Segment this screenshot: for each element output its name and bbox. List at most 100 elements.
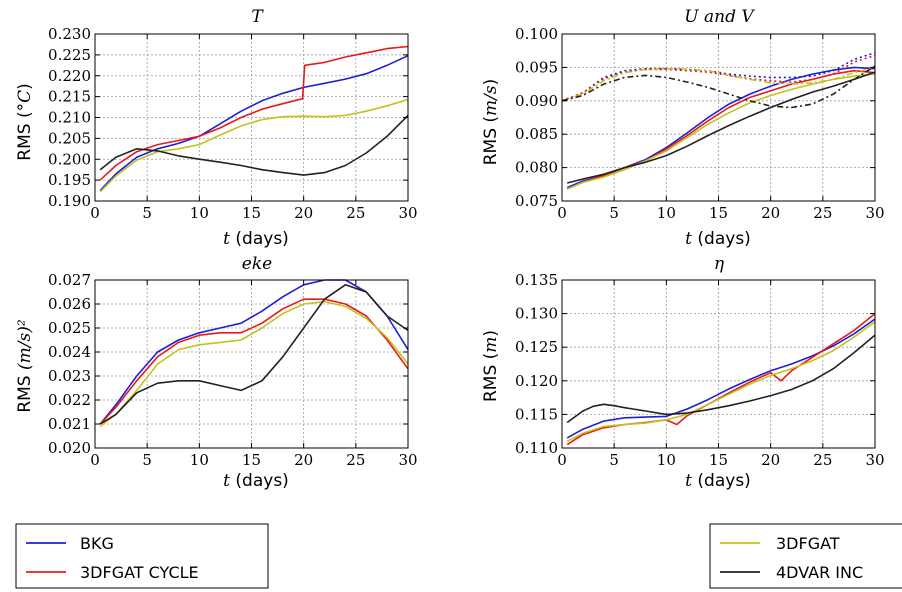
chart-panel-velocity: U and V 0 5 10 15 20 25 30 0.075 0.080 0.085 0.090… [481, 7, 885, 249]
chart-title: T [251, 7, 264, 27]
y-axis-label: RMS (m) [481, 330, 501, 402]
y-tick-label: 0.125 [515, 338, 558, 356]
y-axis-label: RMS (m/s) [481, 79, 501, 166]
series-line-var [566, 334, 876, 424]
y-tick-label: 0.022 [48, 391, 91, 409]
series-line-var-dashed [561, 65, 876, 109]
y-tick-label: 0.095 [515, 58, 558, 76]
y-tick-label: 0.110 [515, 439, 558, 457]
y-tick-label: 0.025 [48, 319, 91, 337]
y-tick-label: 0.130 [515, 305, 558, 323]
chart-title: eke [242, 254, 272, 274]
y-tick-label: 0.075 [515, 192, 558, 210]
x-tick-label: 5 [142, 204, 152, 222]
x-tick-label: 30 [398, 451, 417, 469]
y-tick-label: 0.024 [48, 343, 91, 361]
x-tick-label: 10 [657, 204, 676, 222]
series-group [99, 45, 409, 193]
y-tick-label: 0.210 [48, 109, 91, 127]
x-axis-label: t (days) [685, 471, 751, 491]
x-tick-label: 20 [294, 451, 313, 469]
x-tick-label: 30 [865, 204, 884, 222]
x-tick-label: 30 [865, 451, 884, 469]
tick-labels: 0 5 10 15 20 25 30 0.020 0.021 0.022 0.023 0.024 0.0… [48, 271, 418, 469]
chart-title: U and V [684, 7, 755, 27]
y-axis-label: RMS (°C) [15, 83, 35, 160]
y-tick-label: 0.023 [48, 367, 91, 385]
x-tick-label: 25 [346, 204, 365, 222]
y-tick-label: 0.026 [48, 295, 91, 313]
grid [95, 34, 408, 201]
y-tick-label: 0.230 [48, 25, 91, 43]
y-axis-label: RMS (m/s)² [15, 319, 35, 413]
y-tick-label: 0.220 [48, 67, 91, 85]
y-tick-label: 0.027 [48, 271, 91, 289]
tick-labels: 0 5 10 15 20 25 30 0.110 0.115 0.120 0.125 0.130 0.1… [515, 271, 885, 469]
tick-labels: 0 5 10 15 20 25 30 0.075 0.080 0.085 0.090 0.095 0.1… [515, 25, 885, 222]
x-tick-label: 5 [609, 451, 619, 469]
grid [562, 280, 875, 448]
x-tick-label: 25 [346, 451, 365, 469]
series-line-var [99, 114, 409, 176]
x-axis-label: t (days) [223, 229, 289, 249]
y-tick-label: 0.021 [48, 415, 91, 433]
series-line-var [99, 283, 409, 425]
y-tick-label: 0.200 [48, 150, 91, 168]
series-group [566, 312, 876, 446]
x-tick-label: 15 [242, 451, 261, 469]
y-tick-label: 0.100 [515, 25, 558, 43]
x-tick-label: 0 [557, 451, 567, 469]
x-tick-label: 10 [190, 451, 209, 469]
series-group [99, 279, 409, 428]
series-group [561, 51, 876, 190]
series-line-fgat [566, 321, 876, 443]
series-line-bkg [99, 54, 409, 192]
grid [562, 34, 875, 201]
legend-label-cycle: 3DFGAT CYCLE [80, 563, 199, 582]
x-tick-label: 15 [242, 204, 261, 222]
y-tick-label: 0.225 [48, 46, 91, 64]
x-tick-label: 15 [709, 451, 728, 469]
series-line-bkg [566, 66, 876, 189]
chart-title: η [714, 254, 725, 274]
y-tick-label: 0.085 [515, 125, 558, 143]
series-line-bkg [566, 318, 876, 439]
x-tick-label: 5 [142, 451, 152, 469]
y-tick-label: 0.115 [515, 405, 558, 423]
y-tick-label: 0.195 [48, 171, 91, 189]
legend-left: BKG 3DFGAT CYCLE [15, 523, 269, 589]
legend-label-fgat: 3DFGAT [776, 534, 840, 553]
chart-panel-temperature: T 0 5 10 15 20 25 300.1900.1950.2000.2050.2100… [15, 7, 418, 249]
x-axis-label: t (days) [685, 229, 751, 249]
y-tick-label: 0.215 [48, 88, 91, 106]
x-tick-label: 20 [294, 204, 313, 222]
series-line-fgat [99, 300, 409, 428]
series-line-bkg [99, 279, 409, 425]
y-tick-label: 0.120 [515, 372, 558, 390]
chart-panel-eta: η 0 5 10 15 20 25 300.1100.1150.1200.1250.1300… [481, 254, 885, 491]
series-line-cycle [99, 298, 409, 425]
y-tick-label: 0.090 [515, 92, 558, 110]
x-tick-label: 0 [90, 451, 100, 469]
y-tick-label: 0.020 [48, 439, 91, 457]
series-line-fgat-dashed [561, 66, 876, 102]
x-tick-label: 0 [90, 204, 100, 222]
x-tick-label: 20 [761, 204, 780, 222]
series-line-var [567, 71, 876, 184]
x-tick-label: 25 [813, 451, 832, 469]
x-tick-label: 5 [609, 204, 619, 222]
series-line-cycle [99, 45, 409, 181]
legend-label-var: 4DVAR INC [776, 563, 863, 582]
y-tick-label: 0.135 [515, 271, 558, 289]
tick-labels: 0 5 10 15 20 25 30 0.190 0.195 0.200 0.205 0.210 0.2… [48, 25, 418, 222]
legend-frame [15, 523, 269, 589]
x-tick-label: 0 [557, 204, 567, 222]
x-tick-label: 10 [190, 204, 209, 222]
legend-label-bkg: BKG [80, 534, 114, 553]
legend-frame [709, 523, 902, 589]
series-line-fgat [99, 98, 409, 193]
y-tick-label: 0.205 [48, 129, 91, 147]
x-axis-label: t (days) [223, 471, 289, 491]
y-tick-label: 0.080 [515, 159, 558, 177]
